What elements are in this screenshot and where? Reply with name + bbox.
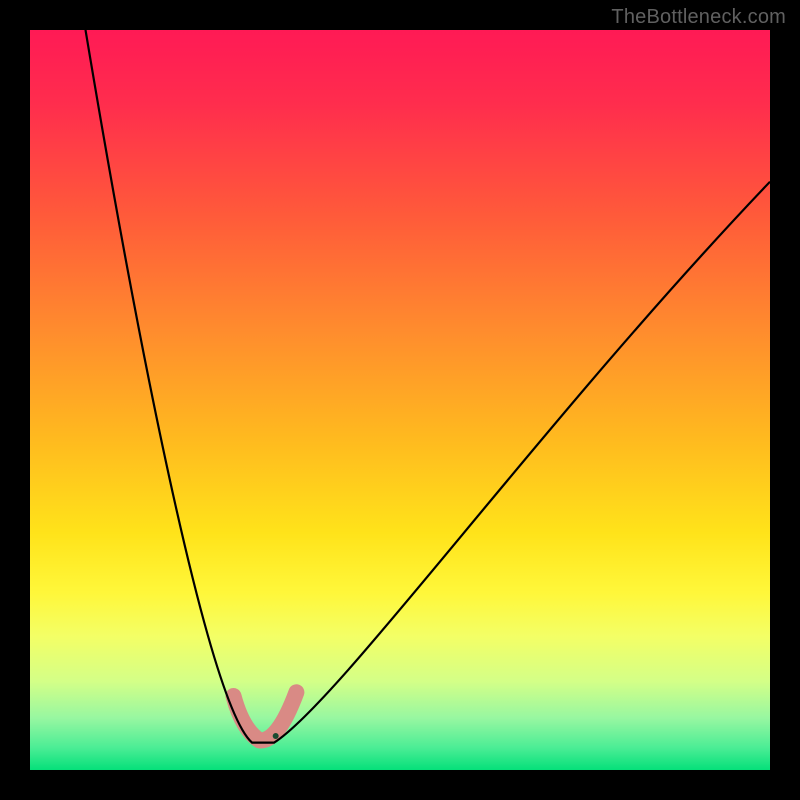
watermark-text: TheBottleneck.com	[611, 6, 786, 29]
chart-frame: TheBottleneck.com	[0, 0, 800, 800]
gradient-background	[30, 30, 770, 770]
plot-area	[30, 30, 770, 770]
